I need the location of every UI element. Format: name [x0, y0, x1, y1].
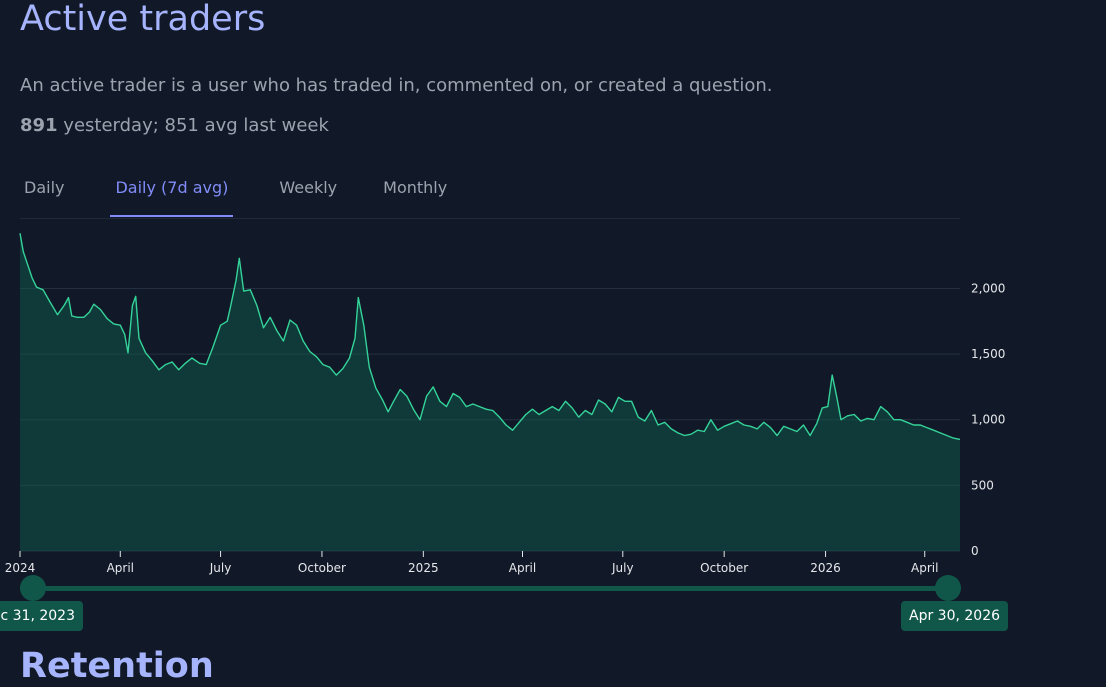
y-tick-label: 1,000 [971, 413, 1005, 427]
tab-daily[interactable]: Daily [24, 178, 65, 197]
series-area [20, 233, 960, 552]
x-tick-label: July [611, 561, 634, 575]
x-tick-label: 2025 [408, 561, 439, 575]
y-tick-label: 0 [971, 544, 979, 558]
active-traders-chart: 0 500 1,000 1,500 2,000 2024 April July October… [5, 233, 1005, 575]
x-tick-label: 2024 [5, 561, 36, 575]
x-tick-label: April [911, 561, 938, 575]
x-tick-label: October [700, 561, 748, 575]
x-tick-label: October [298, 561, 346, 575]
tab-weekly[interactable]: Weekly [279, 178, 338, 197]
series-line [19, 233, 961, 441]
y-tick-label: 2,000 [971, 281, 1005, 295]
stat-value: 891 [20, 115, 58, 136]
y-tick-label: 1,500 [971, 347, 1005, 361]
x-tick-label: July [209, 561, 232, 575]
x-axis: 2024 April July October 2025 April July October… [5, 551, 938, 575]
x-tick-label: 2026 [810, 561, 841, 575]
tab-monthly[interactable]: Monthly [383, 178, 448, 197]
tab-daily-7d-avg[interactable]: Daily (7d avg) [110, 170, 234, 217]
x-tick-label: April [107, 561, 134, 575]
x-tick-label: April [509, 561, 536, 575]
chart-description: An active trader is a user who has trade… [20, 75, 773, 96]
date-range-track[interactable] [33, 586, 948, 591]
active-traders-stat: 891 yesterday; 851 avg last week [20, 115, 329, 136]
range-start-label: Dec 31, 2023 [0, 601, 83, 631]
range-end-label: Apr 30, 2026 [901, 601, 1009, 631]
retention-title: Retention [20, 646, 214, 686]
range-start-handle[interactable] [20, 575, 46, 601]
range-end-handle[interactable] [935, 575, 961, 601]
y-tick-label: 500 [971, 478, 994, 492]
stat-text: yesterday; 851 avg last week [57, 115, 329, 136]
page-title: Active traders [20, 0, 266, 39]
period-tabs: Daily Daily (7d avg) Weekly Monthly [20, 170, 960, 219]
y-axis: 0 500 1,000 1,500 2,000 [971, 281, 1005, 558]
